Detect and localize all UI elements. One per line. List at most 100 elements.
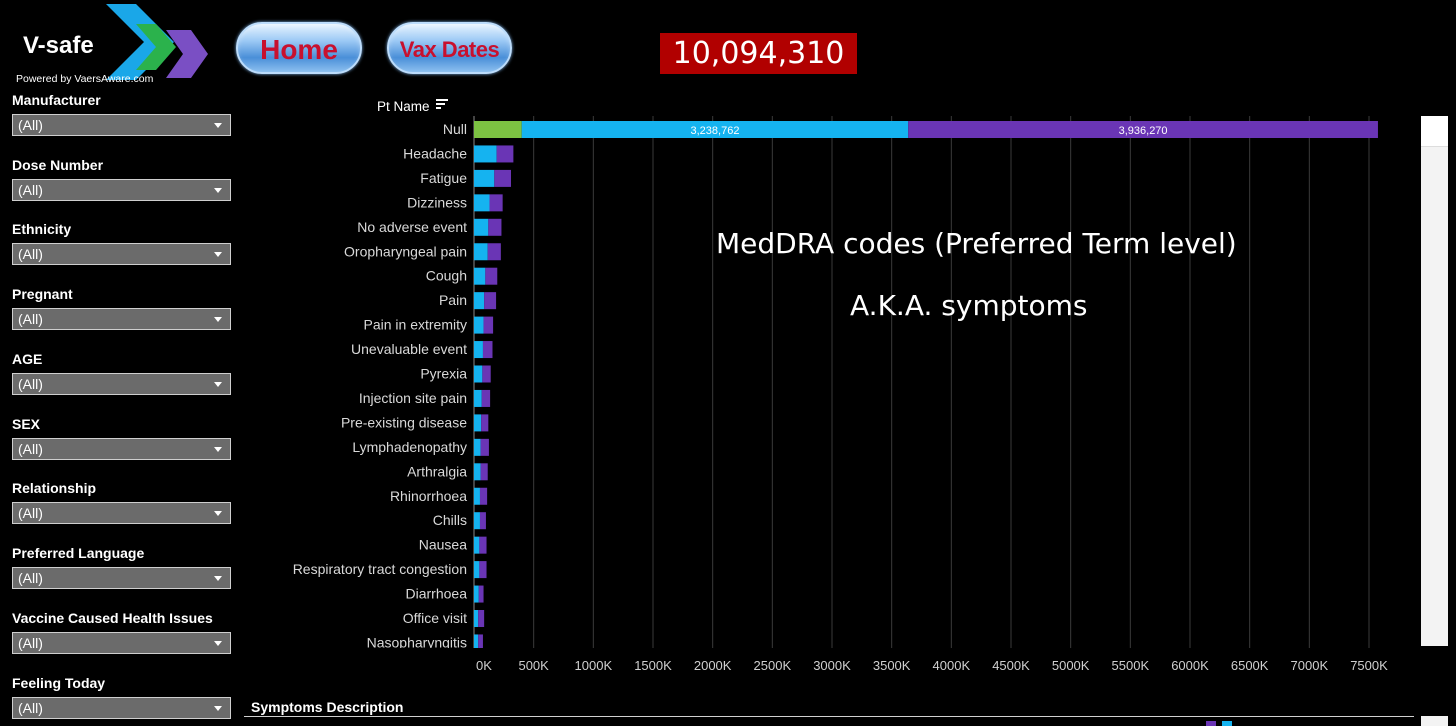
caret-down-icon — [214, 447, 222, 452]
dropdown-value: (All) — [18, 311, 43, 327]
filter-dose-number: Dose Number (All) — [12, 157, 234, 201]
bar-segment — [474, 512, 480, 530]
filter-pregnant: Pregnant (All) — [12, 286, 234, 330]
category-label: Rhinorrhoea — [390, 488, 467, 504]
category-label: Lymphadenopathy — [352, 439, 467, 455]
bar-segment — [484, 292, 497, 310]
category-label: Pain in extremity — [364, 317, 467, 333]
bar-segment — [474, 610, 479, 627]
filter-ethnicity: Ethnicity (All) — [12, 221, 234, 265]
filter-label: AGE — [12, 351, 43, 367]
home-button[interactable]: Home — [236, 22, 362, 74]
bar-segment — [488, 218, 502, 236]
bar-segment — [483, 316, 494, 334]
bottom-scrollbar[interactable] — [1421, 716, 1448, 726]
x-tick-label: 1000K — [575, 658, 613, 673]
legend-swatch-blue — [1222, 721, 1232, 726]
relationship-dropdown[interactable]: (All) — [12, 502, 231, 524]
annotation-meddra: MedDRA codes (Preferred Term level) — [716, 227, 1237, 260]
bar-segment — [481, 389, 491, 407]
x-tick-label: 2500K — [754, 658, 792, 673]
dropdown-value: (All) — [18, 246, 43, 262]
clip-mask — [250, 648, 1420, 656]
bar-segment — [908, 121, 1378, 138]
dropdown-value: (All) — [18, 117, 43, 133]
filter-label: Manufacturer — [12, 92, 101, 108]
category-label: Pain — [439, 292, 467, 308]
caret-down-icon — [214, 641, 222, 646]
preferred-language-dropdown[interactable]: (All) — [12, 567, 231, 589]
filter-label: Vaccine Caused Health Issues — [12, 610, 213, 626]
dropdown-value: (All) — [18, 700, 43, 716]
bar-segment — [474, 487, 480, 505]
x-tick-label: 2000K — [694, 658, 732, 673]
bar-segment — [494, 169, 511, 187]
filter-feeling-today: Feeling Today (All) — [12, 675, 234, 719]
manufacturer-dropdown[interactable]: (All) — [12, 114, 231, 136]
category-label: Pre-existing disease — [341, 414, 467, 430]
x-tick-label: 500K — [518, 658, 549, 673]
dose-number-dropdown[interactable]: (All) — [12, 179, 231, 201]
filter-label: SEX — [12, 416, 41, 432]
filter-label: Feeling Today — [12, 675, 106, 691]
caret-down-icon — [214, 317, 222, 322]
x-tick-label: 3000K — [813, 658, 851, 673]
caret-down-icon — [214, 511, 222, 516]
caret-down-icon — [214, 123, 222, 128]
bar-segment — [479, 536, 487, 554]
category-label: Injection site pain — [359, 390, 467, 406]
vax-dates-button[interactable]: Vax Dates — [387, 22, 512, 74]
sort-icon[interactable] — [435, 97, 449, 111]
bar-segment — [474, 463, 481, 481]
scrollbar-thumb[interactable] — [1421, 116, 1448, 147]
dropdown-value: (All) — [18, 635, 43, 651]
bar-segment — [496, 145, 514, 163]
x-tick-label: 0K — [476, 658, 492, 673]
bar-segment — [480, 438, 489, 456]
divider — [244, 716, 1414, 717]
filter-relationship: Relationship (All) — [12, 480, 234, 524]
pt-name-header: Pt Name — [377, 99, 430, 114]
category-label: Oropharyngeal pain — [344, 243, 467, 259]
x-tick-label: 3500K — [873, 658, 911, 673]
bar-segment — [479, 561, 487, 579]
x-tick-label: 7000K — [1291, 658, 1329, 673]
dropdown-value: (All) — [18, 505, 43, 521]
age-dropdown[interactable]: (All) — [12, 373, 231, 395]
chart-scrollbar[interactable] — [1421, 116, 1448, 646]
filter-vaccine-caused-health-issues: Vaccine Caused Health Issues (All) — [12, 610, 234, 654]
category-label: Diarrhoea — [406, 586, 468, 602]
ethnicity-dropdown[interactable]: (All) — [12, 243, 231, 265]
filter-label: Relationship — [12, 480, 97, 496]
bar-segment — [474, 414, 482, 432]
bar-segment — [489, 194, 503, 212]
bar-segment — [480, 463, 488, 481]
bar-segment — [479, 487, 488, 505]
dropdown-value: (All) — [18, 182, 43, 198]
bar-segment — [478, 610, 485, 627]
category-label: Fatigue — [420, 170, 467, 186]
bar-segment — [474, 218, 489, 236]
vaccine-caused-health-issues-dropdown[interactable]: (All) — [12, 632, 231, 654]
dropdown-value: (All) — [18, 570, 43, 586]
pregnant-dropdown[interactable]: (All) — [12, 308, 231, 330]
category-label: Office visit — [403, 610, 467, 626]
bar-segment — [478, 585, 484, 603]
category-label: Dizziness — [407, 194, 467, 210]
bar-segment — [474, 365, 483, 383]
bar-segment — [521, 121, 909, 138]
total-count: 10,094,310 — [660, 33, 857, 74]
feeling-today-dropdown[interactable]: (All) — [12, 697, 231, 719]
vsafe-logo: V-safe Powered by VaersAware.com — [6, 2, 216, 86]
logo-title: V-safe — [23, 32, 94, 59]
category-label: Pyrexia — [420, 366, 467, 382]
data-label: 3,238,762 — [691, 125, 740, 137]
filter-label: Dose Number — [12, 157, 104, 173]
bar-segment — [474, 536, 480, 554]
bar-segment — [487, 243, 501, 261]
bar-segment — [474, 121, 522, 138]
dropdown-value: (All) — [18, 441, 43, 457]
caret-down-icon — [214, 252, 222, 257]
sex-dropdown[interactable]: (All) — [12, 438, 231, 460]
category-label: Chills — [433, 512, 467, 528]
